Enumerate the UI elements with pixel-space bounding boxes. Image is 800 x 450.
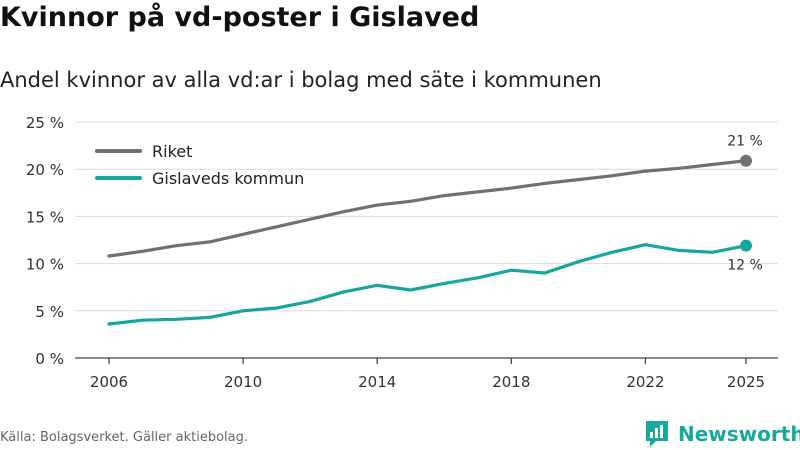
axes: 0 % 5 % 10 % 15 % 20 % 25 % 2006 2010 2014 2018 20… bbox=[26, 114, 778, 391]
source-note: Källa: Bolagsverket. Gäller aktiebolag. bbox=[0, 430, 249, 445]
end-value-label: 12 % bbox=[727, 258, 763, 274]
brand-name: Newsworthy bbox=[678, 422, 800, 446]
chart-subtitle: Andel kvinnor av alla vd:ar i bolag med … bbox=[0, 68, 602, 92]
x-tick-label: 2006 bbox=[90, 373, 128, 391]
end-value-label: 21 % bbox=[727, 134, 763, 150]
x-tick-label: 2014 bbox=[358, 373, 396, 391]
y-tick-label: 25 % bbox=[26, 114, 64, 132]
x-tick-label: 2010 bbox=[224, 373, 262, 391]
y-tick-label: 20 % bbox=[26, 161, 64, 179]
x-tick-label: 2025 bbox=[727, 373, 765, 391]
brand[interactable]: Newsworthy bbox=[644, 419, 800, 449]
legend-label: Gislaveds kommun bbox=[152, 169, 304, 188]
newsworthy-logo-icon bbox=[646, 421, 668, 447]
series bbox=[107, 154, 752, 326]
legend-label: Riket bbox=[152, 142, 192, 161]
end-labels: 21 % 12 % bbox=[727, 134, 763, 274]
series-line bbox=[107, 159, 748, 258]
y-tick-label: 0 % bbox=[35, 350, 64, 368]
chart-title: Kvinnor på vd-poster i Gislaved bbox=[0, 2, 480, 33]
series-endpoint bbox=[740, 239, 752, 252]
x-tick-label: 2022 bbox=[626, 373, 664, 391]
legend: Riket Gislaveds kommun bbox=[95, 142, 304, 188]
y-tick-label: 15 % bbox=[26, 208, 64, 226]
x-tick-label: 2018 bbox=[492, 373, 530, 391]
y-tick-label: 5 % bbox=[35, 303, 64, 321]
series-line bbox=[107, 243, 748, 326]
series-endpoint bbox=[740, 154, 752, 167]
y-tick-label: 10 % bbox=[26, 256, 64, 274]
